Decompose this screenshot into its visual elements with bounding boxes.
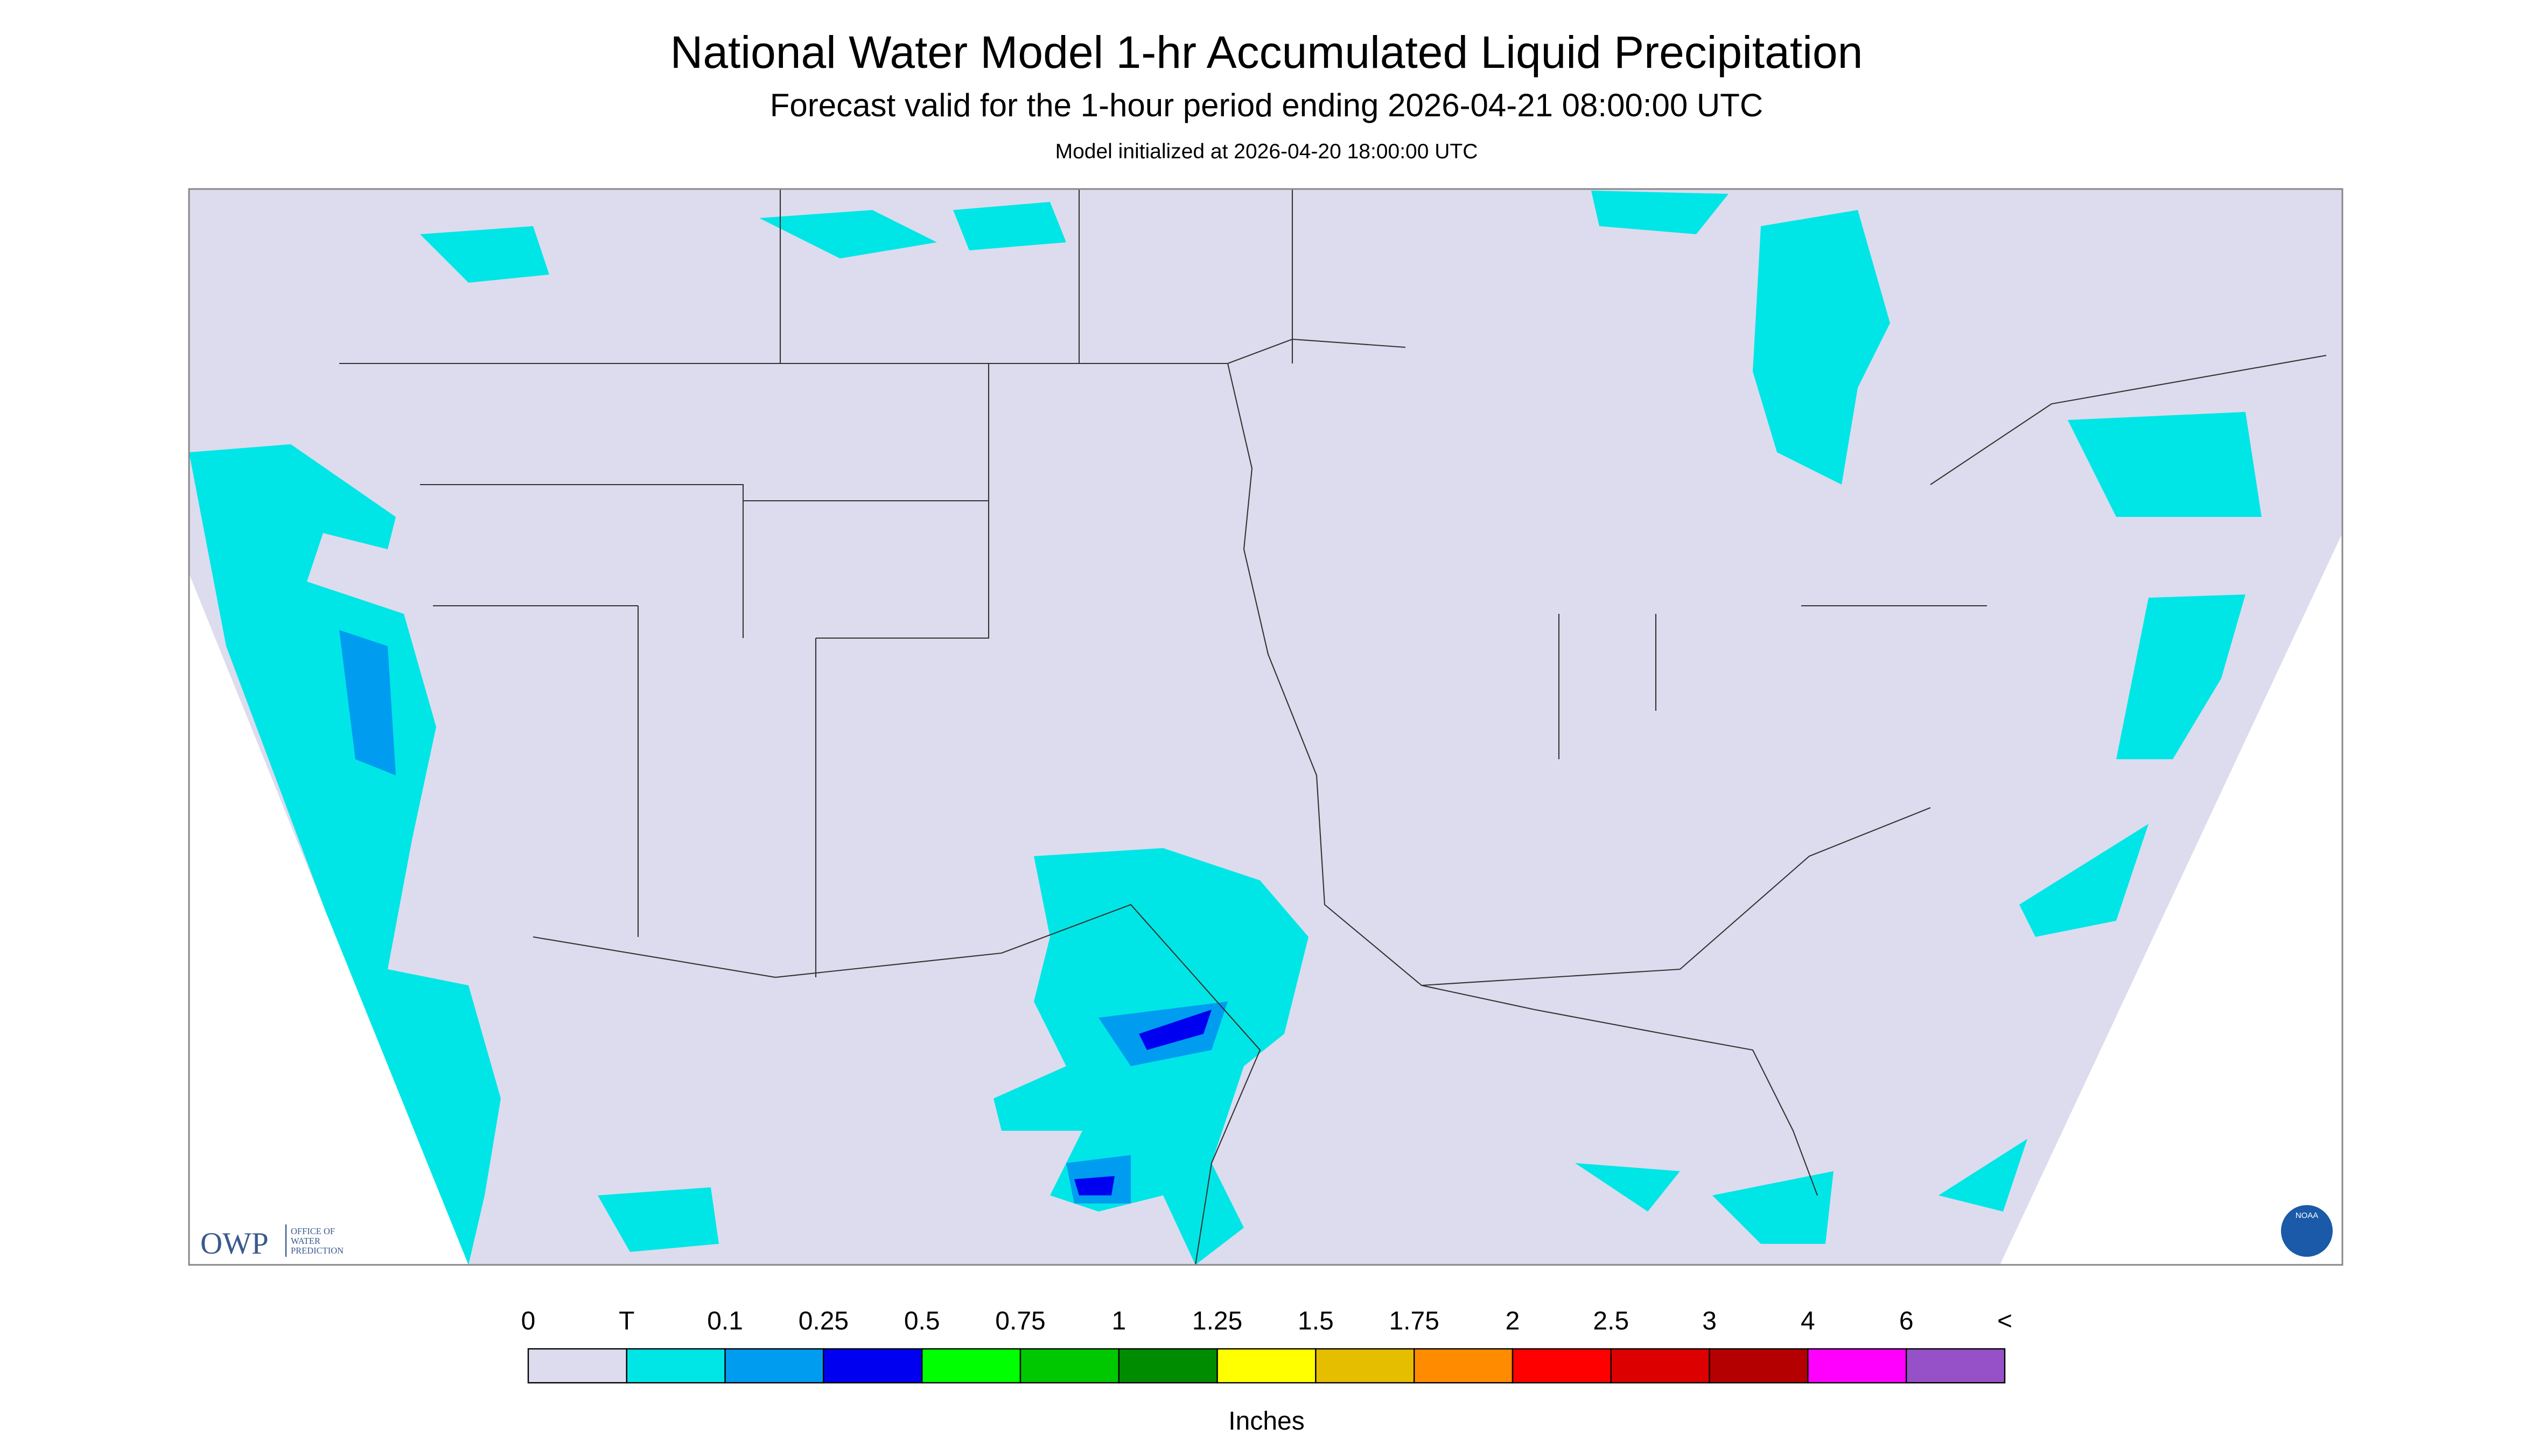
legend-units: Inches: [1228, 1407, 1304, 1436]
precip-heaviest: [1074, 1010, 1212, 1196]
legend-swatch: [1807, 1348, 1907, 1384]
legend-label: 1.75: [1389, 1307, 1439, 1335]
legend-label: 6: [1899, 1307, 1914, 1335]
subtitle: Forecast valid for the 1-hour period end…: [770, 87, 1763, 123]
legend-label: 0.25: [799, 1307, 849, 1335]
legend-label: 3: [1702, 1307, 1717, 1335]
owp-name: PREDICTION: [291, 1245, 344, 1256]
legend-label: 2: [1506, 1307, 1520, 1335]
projection-mask-left: [189, 573, 468, 1265]
owp-name: OFFICE OF: [291, 1226, 335, 1236]
legend-swatch: [626, 1348, 726, 1384]
legend-swatch: [823, 1348, 923, 1384]
legend-label: 0.75: [995, 1307, 1045, 1335]
legend-label: 1: [1111, 1307, 1126, 1335]
noaa-logo: [2281, 1205, 2333, 1257]
legend-label: 0.1: [707, 1307, 743, 1335]
noaa-text: NOAA: [2296, 1211, 2319, 1220]
map: OWP OFFICE OF WATER PREDICTION NOAA: [188, 188, 2343, 1266]
legend-label: <: [1997, 1307, 2012, 1335]
owp-name: WATER: [291, 1236, 320, 1246]
legend-label: 0.5: [904, 1307, 940, 1335]
boundaries: [339, 189, 2327, 1265]
owp-logo: OWP: [200, 1227, 269, 1261]
legend-swatch: [1414, 1348, 1514, 1384]
legend-swatch: [1118, 1348, 1218, 1384]
legend-swatch: [921, 1348, 1021, 1384]
legend-label: 1.25: [1192, 1307, 1242, 1335]
projection-mask-right: [2000, 533, 2342, 1265]
map-frame: [188, 188, 2343, 1266]
legend-swatch: [1610, 1348, 1710, 1384]
legend-swatch: [724, 1348, 824, 1384]
legend-label: 0: [521, 1307, 536, 1335]
title: National Water Model 1-hr Accumulated Li…: [670, 27, 1863, 78]
legend-label: 1.5: [1298, 1307, 1334, 1335]
legend-label: 4: [1801, 1307, 1815, 1335]
legend-swatch: [1315, 1348, 1415, 1384]
legend-swatch: [1709, 1348, 1809, 1384]
legend-swatch: [1905, 1348, 2006, 1384]
legend-swatch: [1216, 1348, 1317, 1384]
legend-swatch: [1512, 1348, 1612, 1384]
map-background: [189, 189, 2342, 1265]
legend-swatch: [527, 1348, 628, 1384]
legend-label: 2.5: [1593, 1307, 1629, 1335]
legend: 0 T 0.1 0.25 0.5 0.75 1 1.25 1.5 1.75 2 2.5 3 4 6 <: [521, 1307, 2012, 1384]
legend-swatch: [1019, 1348, 1120, 1384]
legend-label: T: [619, 1307, 634, 1335]
init-time: Model initialized at 2026-04-20 18:00:00…: [1055, 140, 1478, 163]
